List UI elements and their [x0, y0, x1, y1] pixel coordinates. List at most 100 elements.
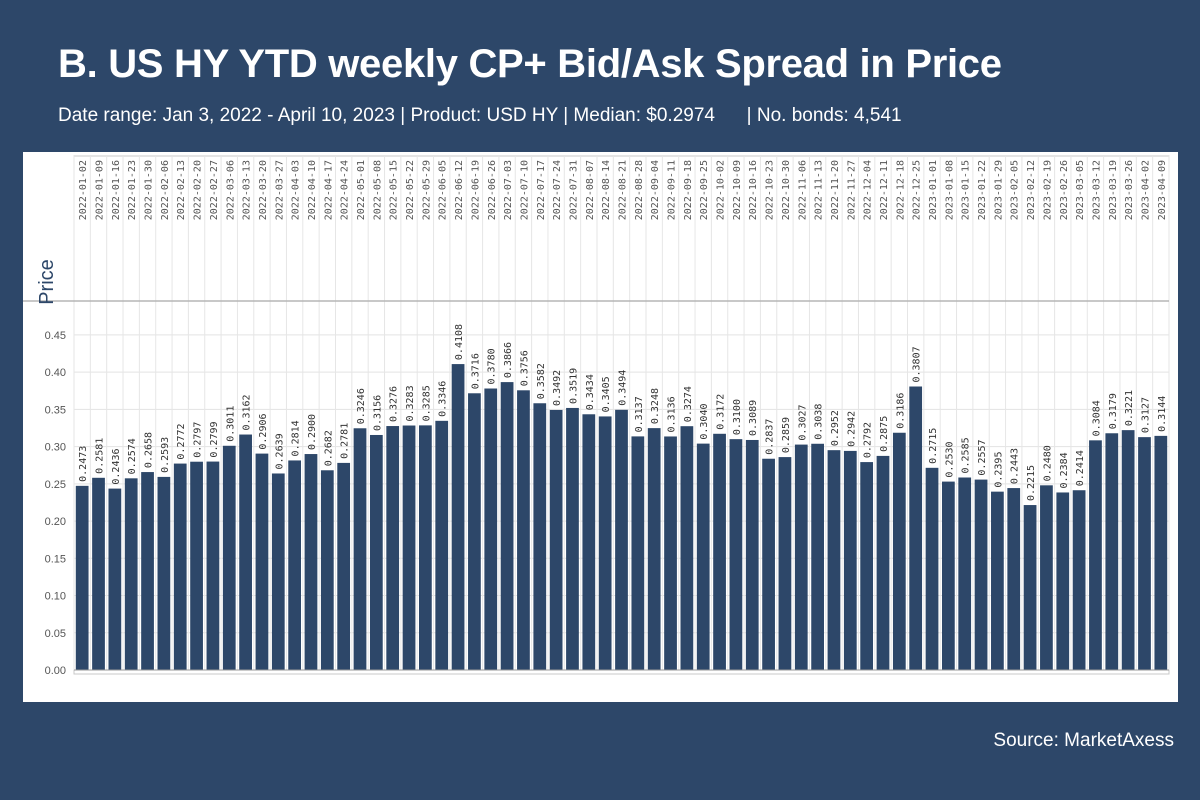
- x-category-label: 2022-01-23: [127, 160, 138, 220]
- x-category-label: 2022-10-30: [781, 160, 792, 220]
- bar: [811, 443, 824, 670]
- bar-value-label: 0.2574: [127, 438, 138, 474]
- bar: [1040, 485, 1053, 670]
- bar: [729, 439, 743, 670]
- bar-value-label: 0.2942: [846, 411, 857, 447]
- bar: [402, 425, 416, 670]
- bar: [1089, 440, 1102, 670]
- bar-value-label: 0.3283: [405, 385, 416, 421]
- bar-value-label: 0.2952: [830, 410, 841, 446]
- bar-value-label: 0.3136: [667, 396, 678, 432]
- x-category-label: 2023-01-01: [928, 160, 939, 220]
- x-category-label: 2022-11-27: [846, 160, 857, 220]
- bar-value-label: 0.2436: [111, 448, 122, 484]
- x-category-label: 2023-01-15: [961, 160, 972, 220]
- x-category-label: 2022-02-20: [193, 160, 204, 220]
- x-category-label: 2022-08-21: [618, 160, 629, 220]
- bar-value-label: 0.3519: [568, 368, 579, 404]
- bar: [369, 434, 383, 670]
- bar-value-label: 0.2859: [781, 417, 792, 453]
- bar: [1138, 437, 1151, 670]
- bar: [892, 432, 906, 670]
- x-category-label: 2022-04-17: [323, 160, 334, 220]
- bar-chart: 0.00 0.05 0.10 0.15 0.20 0.25 0.30 0.35 0.40 0.45…: [23, 155, 1170, 677]
- y-tick-label: 0.45: [45, 330, 66, 342]
- bar-value-label: 0.3434: [585, 374, 596, 410]
- bar-value-label: 0.3221: [1124, 390, 1135, 426]
- bar: [173, 463, 187, 670]
- bar: [271, 473, 285, 670]
- x-category-label: 2022-06-12: [454, 160, 465, 220]
- bar-value-label: 0.2682: [323, 430, 334, 466]
- bar-value-label: 0.4108: [454, 324, 465, 360]
- x-category-label: 2022-11-20: [830, 160, 841, 220]
- bar: [239, 434, 252, 670]
- x-category-label: 2022-03-27: [274, 160, 285, 220]
- bar-value-label: 0.3084: [1091, 400, 1102, 436]
- bar: [1121, 430, 1135, 670]
- bar-value-label: 0.3807: [912, 346, 923, 382]
- x-category-label: 2022-07-03: [503, 160, 514, 220]
- x-category-label: 2022-01-02: [78, 160, 89, 220]
- bar-value-label: 0.2772: [176, 423, 187, 459]
- x-category-label: 2022-05-29: [421, 160, 432, 220]
- bar: [75, 485, 89, 670]
- x-category-label: 2022-09-11: [667, 160, 678, 220]
- x-category-label: 2022-04-03: [291, 160, 302, 220]
- x-category-label: 2022-10-09: [732, 160, 743, 220]
- x-category-label: 2022-08-07: [585, 160, 596, 220]
- y-tick-label: 0.30: [45, 442, 66, 454]
- x-category-label: 2022-02-13: [176, 160, 187, 220]
- x-category-label: 2022-11-06: [797, 160, 808, 220]
- bar: [745, 439, 759, 670]
- bar-value-label: 0.2837: [765, 419, 776, 455]
- bar-value-label: 0.3405: [601, 376, 612, 412]
- x-category-label: 2022-07-10: [519, 160, 530, 220]
- bar-value-label: 0.3100: [732, 399, 743, 435]
- bar: [1056, 492, 1070, 670]
- bar: [157, 476, 171, 670]
- bar-value-label: 0.2215: [1026, 465, 1037, 501]
- bar: [680, 426, 694, 670]
- x-category-label: 2023-04-09: [1157, 160, 1168, 220]
- bar-value-label: 0.3179: [1108, 393, 1119, 429]
- bar: [827, 450, 841, 670]
- bar: [533, 403, 547, 670]
- bar-value-label: 0.2593: [160, 437, 171, 473]
- x-category-label: 2022-09-04: [650, 160, 661, 220]
- x-category-label: 2023-01-22: [977, 160, 988, 220]
- x-category-label: 2022-05-01: [356, 160, 367, 220]
- x-category-label: 2022-03-20: [258, 160, 269, 220]
- y-tick-label: 0.05: [45, 628, 66, 640]
- bar-value-label: 0.2814: [291, 420, 302, 456]
- bar: [484, 388, 498, 670]
- bar-value-label: 0.2585: [961, 437, 972, 473]
- bar-value-label: 0.3027: [797, 404, 808, 440]
- bar-value-label: 0.3582: [536, 363, 547, 399]
- bar-value-label: 0.3137: [634, 396, 645, 432]
- bar: [991, 491, 1004, 670]
- bar: [696, 443, 710, 670]
- bar-value-label: 0.3756: [519, 350, 530, 386]
- bar: [762, 458, 775, 670]
- bar-value-label: 0.2480: [1042, 445, 1053, 481]
- x-category-label: 2022-06-19: [470, 160, 481, 220]
- bar: [108, 488, 122, 670]
- bar-value-label: 0.3716: [470, 353, 481, 389]
- bar-value-label: 0.3866: [503, 342, 514, 378]
- x-category-label: 2022-10-23: [765, 160, 776, 220]
- y-tick-label: 0.00: [45, 665, 66, 677]
- x-category-label: 2022-04-10: [307, 160, 318, 220]
- bar-value-label: 0.2530: [944, 441, 955, 477]
- y-tick-label: 0.20: [45, 516, 66, 528]
- x-category-label: 2023-03-12: [1091, 160, 1102, 220]
- x-category-label: 2023-02-12: [1026, 160, 1037, 220]
- x-category-label: 2022-12-18: [895, 160, 906, 220]
- x-category-label: 2022-06-26: [487, 160, 498, 220]
- bar: [222, 445, 236, 670]
- bar: [500, 382, 514, 670]
- x-category-label: 2022-05-15: [389, 160, 400, 220]
- chart-panel: 0.00 0.05 0.10 0.15 0.20 0.25 0.30 0.35 0.40 0.45…: [23, 152, 1178, 702]
- bar-value-label: 0.3248: [650, 388, 661, 424]
- bar: [386, 426, 400, 670]
